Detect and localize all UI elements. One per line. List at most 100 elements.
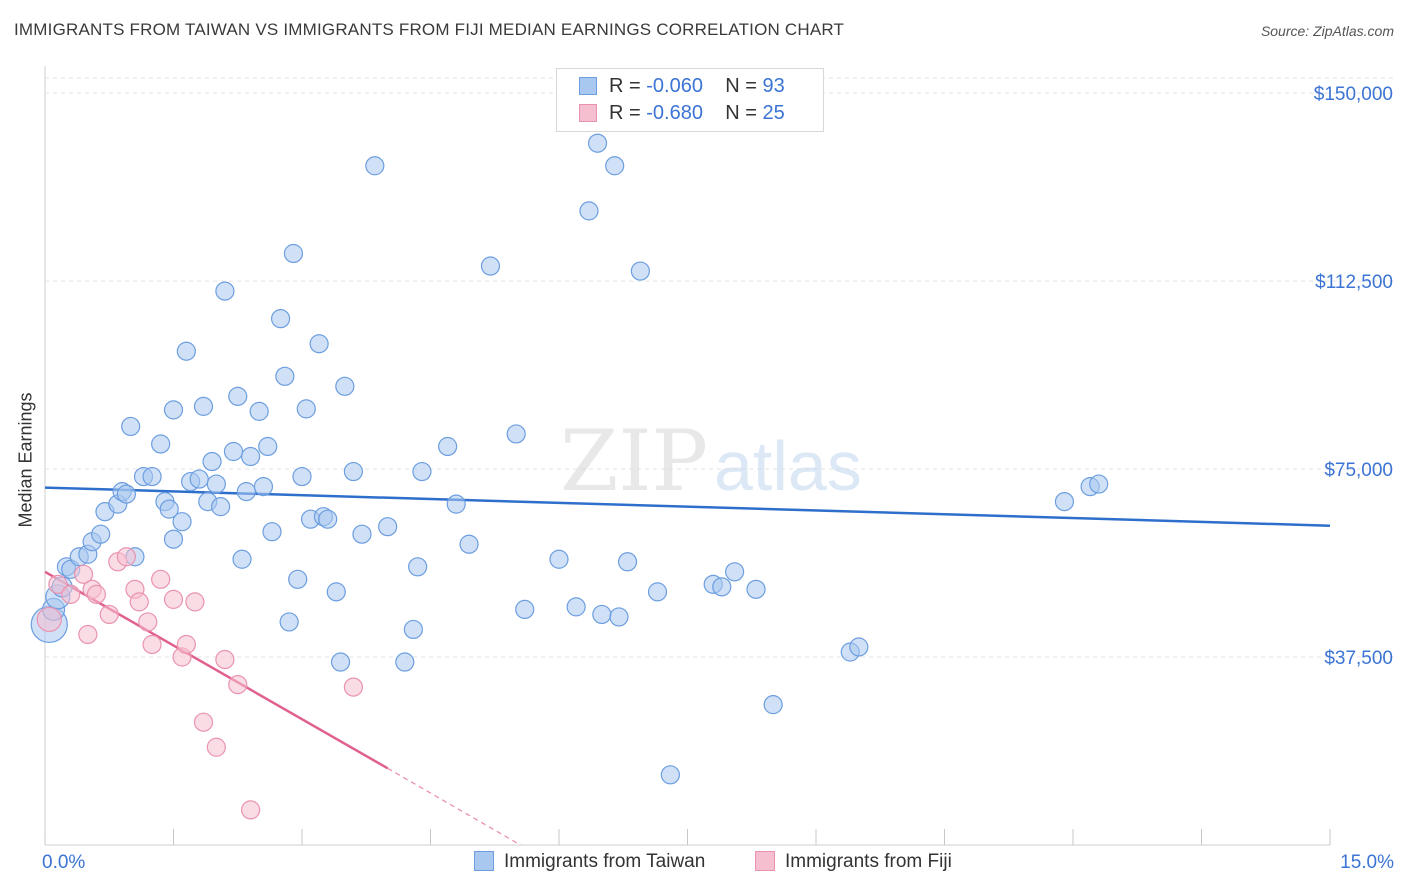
point-taiwan-29 — [202, 451, 222, 472]
legend-swatch-taiwan — [579, 77, 597, 95]
bottom-legend-swatch-taiwan — [474, 851, 494, 871]
legend-fiji-n-label: N = — [725, 102, 763, 124]
point-taiwan-58 — [365, 156, 385, 176]
y-axis-label: Median Earnings — [15, 392, 36, 528]
point-taiwan-48 — [296, 399, 316, 419]
point-taiwan-87 — [849, 637, 869, 657]
point-fiji-24 — [343, 677, 363, 697]
point-taiwan-46 — [288, 569, 308, 589]
y-tick-label-2: $112,500 — [1315, 272, 1393, 293]
point-taiwan-75 — [605, 156, 625, 176]
axes — [44, 66, 1331, 846]
point-taiwan-42 — [270, 309, 291, 329]
legend-fiji-r-label: R = — [609, 102, 647, 124]
point-taiwan-67 — [480, 256, 501, 276]
point-taiwan-76 — [609, 607, 629, 627]
point-taiwan-72 — [579, 201, 599, 221]
point-taiwan-84 — [746, 579, 766, 599]
point-taiwan-32 — [215, 281, 235, 301]
point-taiwan-41 — [262, 522, 282, 542]
correlation-legend: R = -0.060 N = 93 R = -0.680 N = 25 — [556, 68, 824, 132]
point-fiji-6 — [86, 584, 107, 604]
point-taiwan-50 — [309, 334, 329, 354]
y-tick-labels: $37,500 $75,000 $112,500 $150,000 — [1314, 84, 1393, 669]
point-taiwan-36 — [236, 482, 256, 502]
x-max-label: 15.0% — [1340, 852, 1394, 873]
legend-taiwan-n-label: N = — [725, 75, 763, 97]
point-taiwan-88 — [1054, 492, 1075, 512]
point-taiwan-33 — [223, 441, 244, 462]
point-taiwan-62 — [408, 557, 428, 577]
point-taiwan-69 — [515, 599, 535, 620]
point-fiji-21 — [215, 649, 235, 670]
point-fiji-2 — [61, 584, 81, 604]
watermark-atlas: atlas — [714, 427, 862, 505]
y-tick-label-3: $150,000 — [1314, 84, 1393, 105]
point-fiji-3 — [73, 564, 94, 584]
point-taiwan-73 — [587, 133, 608, 153]
point-fiji-23 — [241, 800, 261, 820]
point-taiwan-26 — [189, 469, 209, 489]
point-taiwan-16 — [142, 466, 162, 487]
point-taiwan-45 — [283, 243, 304, 264]
point-taiwan-40 — [258, 436, 278, 457]
legend-taiwan-r-label: R = — [609, 75, 647, 97]
point-taiwan-78 — [630, 261, 650, 281]
y-tick-label-0: $37,500 — [1324, 648, 1393, 669]
point-taiwan-24 — [176, 341, 196, 361]
point-taiwan-65 — [446, 494, 466, 514]
bottom-legend-swatch-fiji — [755, 851, 775, 871]
point-taiwan-70 — [549, 549, 569, 569]
point-taiwan-22 — [163, 400, 184, 420]
point-taiwan-20 — [163, 529, 184, 549]
point-taiwan-64 — [438, 436, 458, 457]
point-taiwan-19 — [159, 499, 179, 519]
point-taiwan-44 — [279, 612, 299, 632]
point-taiwan-38 — [249, 401, 269, 421]
point-taiwan-47 — [292, 466, 312, 487]
point-fiji-17 — [176, 634, 196, 655]
point-taiwan-71 — [566, 597, 586, 617]
point-taiwan-68 — [506, 424, 526, 444]
bottom-legend-fiji-label: Immigrants from Fiji — [785, 851, 952, 872]
trend-lines — [44, 486, 1331, 846]
point-fiji-22 — [228, 674, 248, 695]
point-taiwan-82 — [712, 577, 732, 597]
point-taiwan-63 — [412, 461, 432, 482]
point-fiji-11 — [129, 592, 149, 612]
point-fiji-1 — [48, 574, 68, 594]
watermark-zip: ZIP — [560, 412, 708, 510]
point-fiji-14 — [151, 569, 171, 589]
point-taiwan-34 — [228, 386, 248, 406]
point-taiwan-53 — [326, 582, 346, 602]
point-fiji-20 — [206, 737, 226, 757]
legend-fiji-n-value: 25 — [762, 102, 785, 124]
point-fiji-7 — [99, 604, 119, 625]
point-taiwan-85 — [763, 695, 783, 715]
source-label: Source: ZipAtlas.com — [1260, 23, 1394, 39]
point-taiwan-27 — [193, 396, 214, 416]
point-taiwan-30 — [206, 474, 226, 494]
grid-lines — [45, 77, 1395, 658]
point-taiwan-39 — [253, 476, 274, 497]
point-fiji-13 — [142, 634, 162, 655]
point-fiji-19 — [193, 712, 214, 732]
point-fiji-12 — [138, 612, 158, 632]
watermark: ZIP atlas — [560, 412, 862, 510]
point-taiwan-77 — [617, 552, 638, 572]
legend-taiwan-n-value: 93 — [762, 75, 785, 97]
point-taiwan-90 — [1089, 474, 1109, 494]
trend-line-fiji — [44, 570, 389, 770]
bottom-legend-fiji[interactable]: Immigrants from Fiji — [755, 851, 952, 877]
point-taiwan-60 — [395, 652, 415, 672]
point-fiji-0 — [36, 606, 62, 633]
point-taiwan-57 — [352, 524, 372, 544]
bottom-legend-taiwan[interactable]: Immigrants from Taiwan — [474, 851, 705, 877]
point-taiwan-79 — [647, 582, 668, 602]
point-taiwan-74 — [592, 604, 612, 625]
point-taiwan-59 — [378, 517, 398, 537]
scatter-points — [30, 133, 1109, 820]
point-taiwan-55 — [335, 376, 355, 396]
point-fiji-18 — [185, 592, 205, 612]
